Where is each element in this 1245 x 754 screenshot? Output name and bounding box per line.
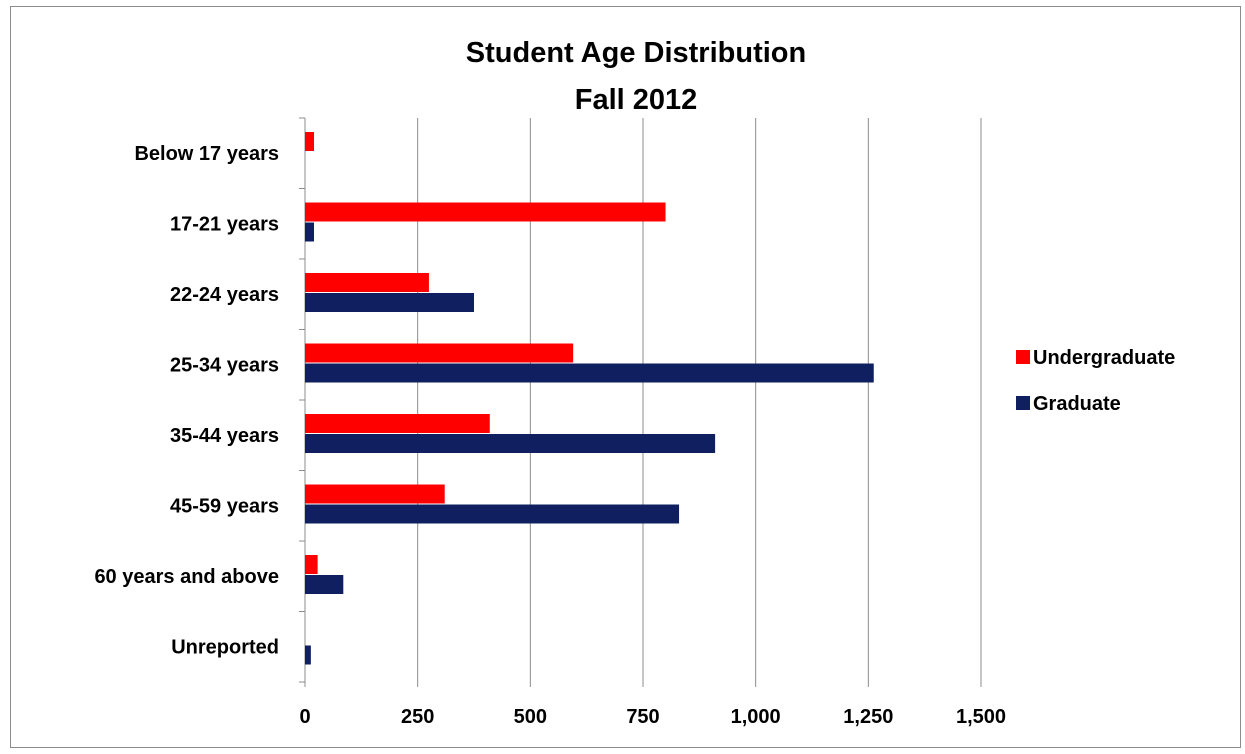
category-label: 60 years and above bbox=[94, 566, 279, 588]
chart-subtitle: Fall 2012 bbox=[575, 84, 698, 116]
category-label: 17-21 years bbox=[170, 214, 279, 236]
legend: Undergraduate Graduate bbox=[1016, 347, 1175, 415]
x-tick-label: 1,250 bbox=[843, 706, 893, 728]
bar-undergraduate-2 bbox=[305, 273, 429, 292]
x-tick-label: 1,500 bbox=[956, 706, 1006, 728]
legend-swatch-undergraduate bbox=[1016, 350, 1030, 364]
bar-graduate-4 bbox=[305, 434, 716, 453]
category-label: Unreported bbox=[171, 637, 279, 659]
category-label: 22-24 years bbox=[170, 284, 279, 306]
bar-graduate-5 bbox=[305, 504, 680, 524]
bar-undergraduate-0 bbox=[305, 132, 315, 151]
category-label: 25-34 years bbox=[170, 355, 279, 377]
x-tick-label: 1,000 bbox=[731, 706, 781, 728]
legend-label-graduate: Graduate bbox=[1033, 393, 1121, 415]
x-tick-label: 500 bbox=[514, 706, 547, 728]
category-label: Below 17 years bbox=[134, 143, 279, 165]
x-tick-label: 250 bbox=[401, 706, 434, 728]
chart-title: Student Age Distribution bbox=[466, 37, 806, 69]
legend-swatch-graduate bbox=[1016, 396, 1030, 410]
bars bbox=[305, 132, 874, 665]
bar-graduate-7 bbox=[305, 645, 311, 665]
x-tick-label: 0 bbox=[299, 706, 310, 728]
bar-graduate-2 bbox=[305, 293, 474, 312]
bar-undergraduate-3 bbox=[305, 343, 574, 363]
x-tick-label: 750 bbox=[626, 706, 659, 728]
bar-undergraduate-4 bbox=[305, 414, 490, 433]
bar-undergraduate-6 bbox=[305, 555, 318, 574]
bar-graduate-1 bbox=[305, 222, 315, 242]
bar-undergraduate-5 bbox=[305, 484, 445, 504]
legend-label-undergraduate: Undergraduate bbox=[1033, 347, 1175, 369]
bar-graduate-3 bbox=[305, 363, 874, 383]
bar-graduate-6 bbox=[305, 575, 344, 594]
bar-undergraduate-1 bbox=[305, 202, 666, 222]
category-labels: Below 17 years 17-21 years 22-24 years 25-3… bbox=[94, 143, 279, 659]
category-label: 45-59 years bbox=[170, 496, 279, 518]
x-tick-labels: 0 250 500 750 1,000 1,250 1,500 bbox=[299, 706, 1006, 728]
category-label: 35-44 years bbox=[170, 425, 279, 447]
